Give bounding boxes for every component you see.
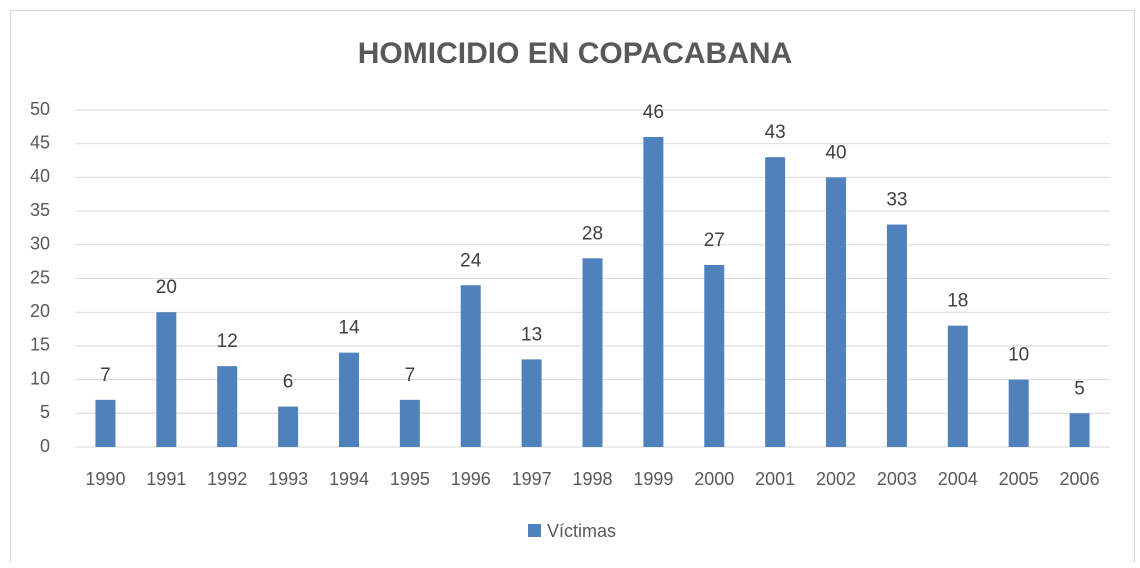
x-tick-label: 1996 bbox=[451, 469, 491, 489]
data-label: 10 bbox=[1008, 345, 1029, 366]
data-label: 7 bbox=[100, 365, 111, 386]
data-label: 14 bbox=[338, 318, 360, 339]
bar bbox=[460, 285, 481, 447]
bar bbox=[156, 312, 177, 447]
data-label: 40 bbox=[825, 142, 846, 163]
legend-swatch bbox=[528, 524, 541, 537]
y-tick-label: 40 bbox=[30, 166, 50, 186]
y-tick-label: 20 bbox=[30, 301, 50, 321]
x-tick-label: 1995 bbox=[390, 469, 430, 489]
x-tick-label: 1997 bbox=[512, 469, 552, 489]
bar bbox=[278, 406, 299, 447]
y-tick-label: 25 bbox=[30, 267, 50, 287]
x-tick-label: 1998 bbox=[572, 469, 612, 489]
y-tick-label: 5 bbox=[40, 402, 50, 422]
data-label: 5 bbox=[1074, 378, 1085, 399]
x-tick-label: 1999 bbox=[633, 469, 673, 489]
legend-label: Víctimas bbox=[547, 521, 616, 541]
x-tick-label: 2003 bbox=[877, 469, 917, 489]
bar bbox=[826, 177, 847, 447]
data-label: 20 bbox=[156, 277, 177, 298]
chart-title: HOMICIDIO EN COPACABANA bbox=[358, 37, 792, 70]
data-label: 43 bbox=[765, 122, 786, 143]
x-tick-label: 1993 bbox=[268, 469, 308, 489]
bar bbox=[338, 352, 359, 447]
x-tick-label: 1992 bbox=[207, 469, 247, 489]
bar bbox=[886, 224, 907, 447]
bar bbox=[947, 325, 968, 447]
y-tick-label: 15 bbox=[30, 335, 50, 355]
x-tick-label: 1991 bbox=[146, 469, 186, 489]
x-tick-label: 2000 bbox=[694, 469, 734, 489]
y-tick-label: 50 bbox=[30, 99, 50, 119]
y-tick-label: 35 bbox=[30, 200, 50, 220]
data-label: 46 bbox=[643, 102, 664, 123]
data-label: 28 bbox=[582, 223, 603, 244]
x-tick-label: 2002 bbox=[816, 469, 856, 489]
y-tick-label: 10 bbox=[30, 368, 50, 388]
bar bbox=[399, 399, 420, 447]
bar bbox=[217, 366, 238, 447]
y-tick-label: 0 bbox=[40, 436, 50, 456]
x-tick-label: 1990 bbox=[85, 469, 125, 489]
data-label: 27 bbox=[704, 230, 725, 251]
y-tick-label: 30 bbox=[30, 234, 50, 254]
bar bbox=[765, 157, 786, 447]
data-label: 24 bbox=[460, 250, 482, 271]
x-tick-label: 2001 bbox=[755, 469, 795, 489]
x-tick-label: 2006 bbox=[1060, 469, 1100, 489]
bar bbox=[521, 359, 542, 447]
data-label: 7 bbox=[405, 365, 416, 386]
bar bbox=[582, 258, 603, 447]
bar bbox=[1069, 413, 1090, 447]
bar bbox=[643, 136, 664, 447]
bar bbox=[1008, 379, 1029, 447]
y-tick-label: 45 bbox=[30, 132, 50, 152]
data-label: 18 bbox=[947, 291, 968, 312]
data-label: 13 bbox=[521, 324, 542, 345]
x-tick-label: 1994 bbox=[329, 469, 369, 489]
bar bbox=[95, 399, 116, 447]
data-label: 12 bbox=[217, 331, 238, 352]
chart-border bbox=[10, 10, 1135, 568]
x-tick-label: 2005 bbox=[999, 469, 1039, 489]
data-label: 33 bbox=[886, 190, 907, 211]
bar bbox=[704, 265, 725, 447]
data-label: 6 bbox=[283, 372, 294, 393]
x-tick-label: 2004 bbox=[938, 469, 978, 489]
